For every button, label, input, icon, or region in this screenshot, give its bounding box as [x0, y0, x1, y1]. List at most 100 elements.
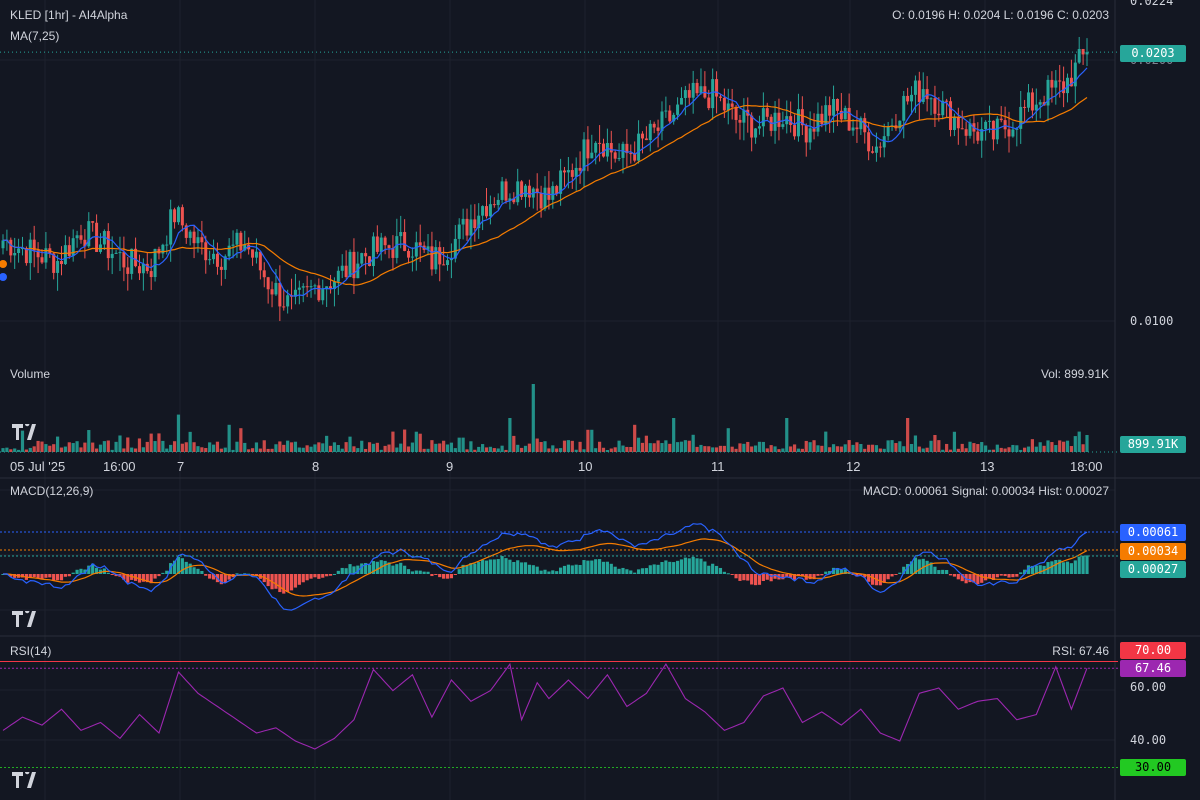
volume-bar — [991, 449, 996, 452]
volume-bar — [340, 448, 344, 452]
candle-body — [512, 198, 516, 203]
macd-hist-bar — [547, 571, 551, 574]
macd-hist-bar — [711, 563, 715, 574]
candle-body — [980, 129, 984, 141]
candle-body — [173, 209, 177, 223]
volume-bar — [371, 443, 376, 452]
volume-bar — [477, 446, 481, 452]
macd-hist-bar — [254, 574, 259, 576]
macd-hist-bar — [122, 574, 126, 580]
candle-body — [543, 187, 547, 209]
candle-body — [828, 105, 832, 116]
volume-bar — [1046, 440, 1050, 452]
candle-body — [223, 256, 227, 270]
macd-hist-bar — [913, 557, 918, 574]
candle-body — [352, 251, 356, 279]
macd-hist-bar — [629, 570, 633, 574]
macd-hist-bar — [785, 574, 789, 578]
candle-body — [754, 128, 758, 138]
candle-body — [114, 252, 118, 254]
macd-hist-bar — [410, 571, 415, 574]
macd-hist-bar — [566, 564, 570, 574]
macd-hist-bar — [878, 574, 882, 586]
macd-hist-bar — [344, 568, 348, 574]
candle-body — [633, 153, 637, 161]
candle-body — [169, 209, 173, 245]
candle-body — [910, 94, 914, 102]
candle-body — [691, 82, 695, 98]
volume-bar — [473, 449, 477, 452]
volume-bar — [13, 448, 17, 452]
macd-hist-bar — [835, 568, 840, 574]
candle-body — [122, 252, 126, 268]
volume-bar — [980, 442, 984, 452]
candle-body — [999, 118, 1003, 121]
macd-hist-bar — [625, 569, 629, 574]
candle-body — [917, 80, 921, 102]
macd-hist-bar — [1085, 555, 1089, 574]
rsi-label: RSI(14) — [10, 644, 52, 658]
macd-hist-bar — [660, 562, 664, 574]
macd-hist-bar — [453, 574, 457, 575]
volume-bar — [839, 446, 843, 452]
candle-body — [738, 119, 742, 123]
candle-body — [379, 237, 383, 252]
macd-hist-bar — [640, 568, 645, 574]
macd-hist-bar — [403, 565, 407, 574]
volume-bar — [757, 441, 762, 452]
volume-bar — [1065, 440, 1070, 452]
rsi-upper-tag: 70.00 — [1120, 642, 1186, 659]
macd-hist-bar — [551, 570, 555, 574]
candle-body — [574, 167, 578, 177]
candle-body — [789, 116, 793, 125]
macd-hist-bar — [738, 574, 742, 581]
volume-bar — [929, 440, 933, 452]
volume-bar — [469, 441, 473, 452]
macd-hist-bar — [83, 569, 87, 574]
candle-body — [91, 221, 95, 223]
volume-bar — [484, 447, 489, 452]
volume-bar — [586, 429, 590, 452]
macd-hist-bar — [55, 574, 60, 581]
volume-bar — [32, 446, 36, 452]
volume-bar — [863, 448, 867, 452]
macd-hist-bar — [882, 574, 886, 583]
volume-bar — [375, 442, 379, 452]
volume-bar — [1038, 442, 1042, 452]
time-tick-1600: 16:00 — [103, 459, 136, 474]
macd-hist-bar — [387, 562, 391, 574]
candle-body — [781, 124, 785, 127]
volume-bar — [753, 445, 758, 452]
signal-value-tag: 0.00034 — [1120, 543, 1186, 560]
volume-bar — [149, 433, 153, 452]
macd-hist-bar — [1062, 562, 1066, 574]
volume-bar — [570, 440, 574, 452]
volume-bar — [824, 431, 828, 452]
candle-body — [570, 170, 574, 177]
volume-bar — [1085, 435, 1089, 452]
macd-hist-bar — [535, 566, 539, 574]
volume-bar — [317, 442, 321, 452]
candle-body — [254, 251, 258, 258]
candle-body — [637, 133, 641, 161]
candle-body — [594, 142, 598, 153]
macd-hist-bar — [929, 562, 933, 574]
macd-hist-bar — [449, 574, 454, 579]
candle-body — [395, 236, 399, 258]
candle-body — [699, 86, 703, 94]
macd-hist-bar — [149, 574, 153, 584]
candle-body — [1038, 102, 1042, 105]
candle-body — [988, 120, 992, 122]
candle-body — [414, 242, 418, 257]
candle-body — [812, 128, 816, 132]
macd-hist-bar — [512, 562, 516, 574]
volume-bar — [153, 441, 157, 452]
volume-bar — [367, 442, 372, 452]
macd-hist-bar — [761, 574, 765, 581]
macd-hist-bar — [995, 574, 999, 578]
macd-hist-bar — [543, 569, 547, 574]
macd-signal-line — [3, 538, 1088, 597]
volume-bar — [266, 448, 270, 452]
candle-body — [278, 282, 282, 307]
